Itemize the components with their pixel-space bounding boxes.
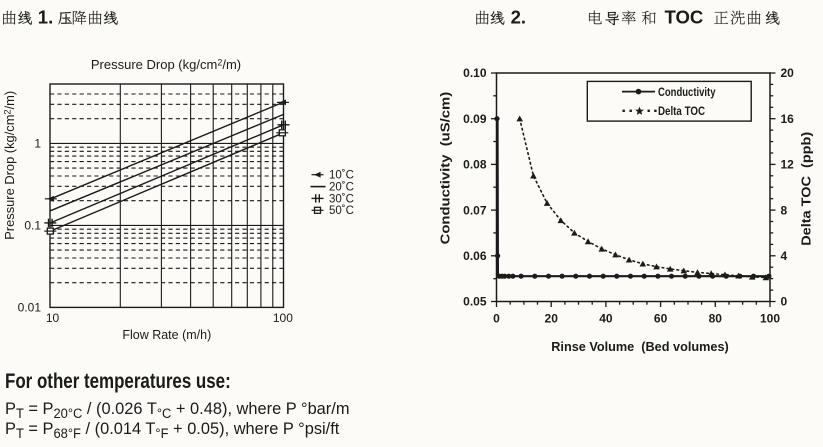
svg-text:0.08: 0.08 <box>463 158 487 172</box>
svg-text:20: 20 <box>545 312 559 326</box>
svg-text:10˚C: 10˚C <box>329 170 354 182</box>
svg-text:0: 0 <box>781 295 788 309</box>
svg-text:50˚C: 50˚C <box>329 205 354 217</box>
svg-text:Conductivity (uS/cm): Conductivity (uS/cm) <box>439 92 453 245</box>
svg-text:10: 10 <box>46 311 60 325</box>
svg-text:60: 60 <box>654 312 668 326</box>
svg-text:Conductivity: Conductivity <box>658 85 716 99</box>
svg-text:Delta TOC: Delta TOC <box>658 104 705 118</box>
svg-text:Flow Rate (m/h): Flow Rate (m/h) <box>122 328 211 342</box>
svg-text:TOC: TOC <box>665 6 704 27</box>
svg-text:0.01: 0.01 <box>18 301 42 315</box>
svg-text:0.07: 0.07 <box>463 203 487 217</box>
svg-text:4: 4 <box>781 249 788 263</box>
svg-text:80: 80 <box>709 312 723 326</box>
svg-text:Pressure Drop (kg/cm2/m): Pressure Drop (kg/cm2/m) <box>3 91 18 240</box>
svg-text:Delta TOC (ppb): Delta TOC (ppb) <box>800 132 814 246</box>
svg-text:16: 16 <box>781 112 795 126</box>
svg-text:40: 40 <box>599 312 613 326</box>
svg-text:20˚C: 20˚C <box>329 182 354 194</box>
svg-text:Rinse Volume (Bed volumes): Rinse Volume (Bed volumes) <box>551 340 729 354</box>
svg-text:Pressure Drop (kg/cm2/m): Pressure Drop (kg/cm2/m) <box>91 57 241 72</box>
svg-text:0.10: 0.10 <box>463 66 487 80</box>
svg-text:8: 8 <box>781 203 788 217</box>
svg-text:2.: 2. <box>511 6 526 27</box>
svg-text:0.09: 0.09 <box>463 112 487 126</box>
svg-text:1.: 1. <box>38 6 53 27</box>
svg-text:0: 0 <box>493 312 500 326</box>
svg-text:0.05: 0.05 <box>463 295 487 309</box>
svg-text:0.1: 0.1 <box>24 219 41 233</box>
svg-text:30˚C: 30˚C <box>329 193 354 205</box>
svg-text:0.06: 0.06 <box>463 249 487 263</box>
svg-text:1: 1 <box>34 137 41 151</box>
svg-text:12: 12 <box>781 158 795 172</box>
svg-text:100: 100 <box>760 312 780 326</box>
svg-text:20: 20 <box>781 66 795 80</box>
svg-text:100: 100 <box>273 311 293 325</box>
